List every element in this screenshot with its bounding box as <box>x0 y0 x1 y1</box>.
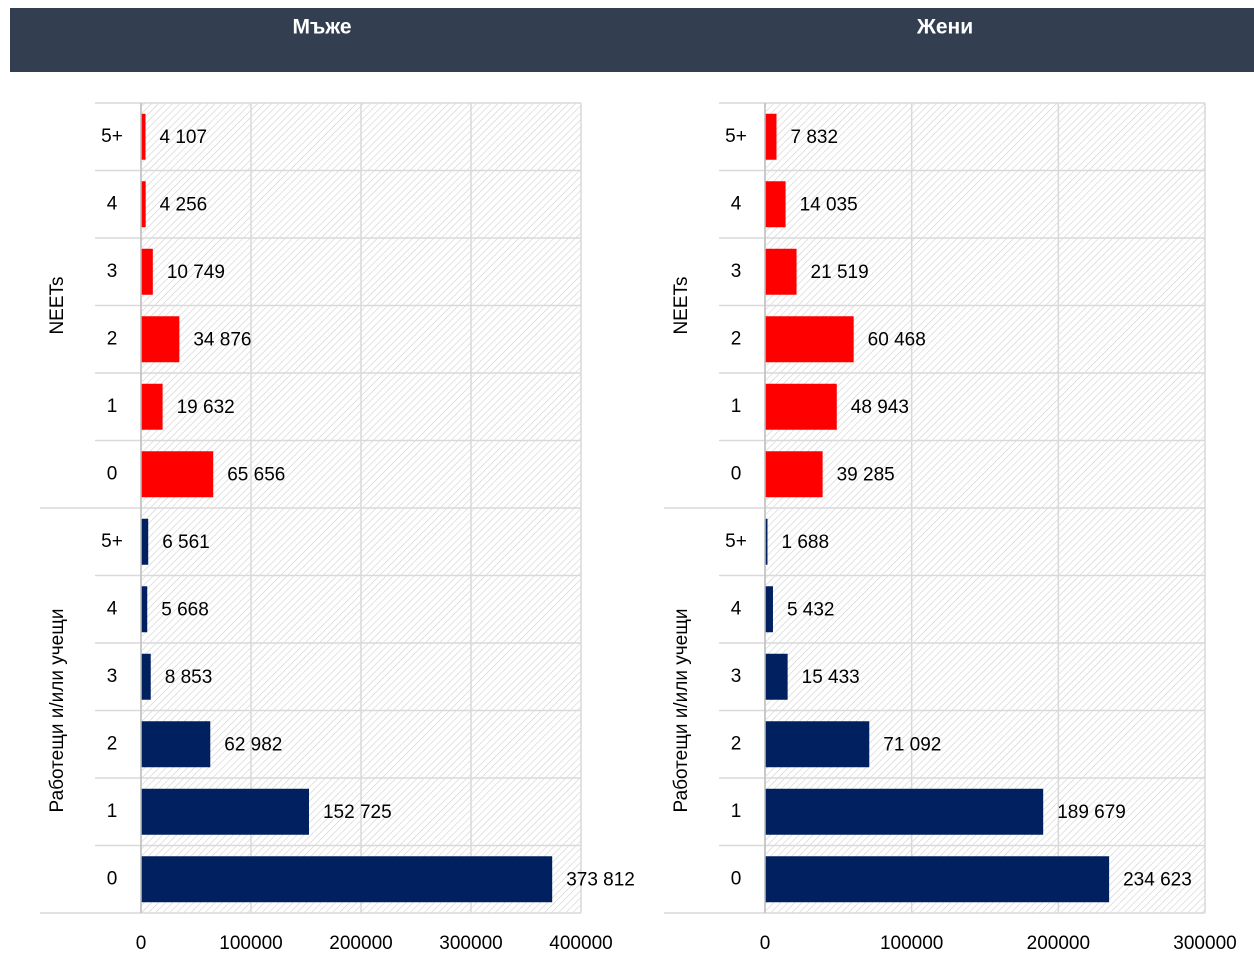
bar <box>765 653 788 700</box>
header-band <box>10 8 1254 72</box>
bar <box>141 788 309 835</box>
value-label: 48 943 <box>851 397 909 418</box>
chart-title: Мъже <box>292 16 351 39</box>
y-tick-label: 1 <box>107 801 118 822</box>
bar <box>141 856 553 903</box>
bar <box>765 181 786 228</box>
value-label: 4 256 <box>160 194 208 215</box>
value-label: 4 107 <box>160 127 208 148</box>
bar <box>141 451 214 498</box>
y-tick-label: 0 <box>731 868 742 889</box>
bar <box>141 248 153 295</box>
x-tick-label: 0 <box>760 933 771 954</box>
y-tick-label: 0 <box>731 463 742 484</box>
value-label: 5 432 <box>787 599 835 620</box>
value-label: 19 632 <box>177 397 235 418</box>
y-tick-label: 3 <box>731 666 742 687</box>
bar <box>141 383 163 430</box>
y-tick-label: 2 <box>107 733 118 754</box>
value-label: 60 468 <box>868 329 926 350</box>
value-label: 5 668 <box>161 599 209 620</box>
group-label: NEETs <box>47 276 68 334</box>
value-label: 189 679 <box>1057 802 1126 823</box>
chart-title: Жени <box>916 16 973 39</box>
y-tick-label: 1 <box>731 396 742 417</box>
y-tick-label: 1 <box>107 396 118 417</box>
value-label: 14 035 <box>800 194 858 215</box>
bar <box>765 383 837 430</box>
x-tick-label: 400000 <box>549 933 612 954</box>
y-tick-label: 4 <box>731 193 742 214</box>
y-tick-label: 4 <box>107 193 118 214</box>
bar <box>765 788 1044 835</box>
x-tick-label: 200000 <box>1027 933 1090 954</box>
y-tick-label: 2 <box>731 328 742 349</box>
y-tick-label: 3 <box>107 261 118 282</box>
y-tick-label: 5+ <box>101 531 123 552</box>
y-tick-label: 5+ <box>725 126 747 147</box>
x-tick-label: 300000 <box>439 933 502 954</box>
value-label: 152 725 <box>323 802 392 823</box>
value-label: 6 561 <box>162 532 210 553</box>
group-label: Работещи и/или учещи <box>671 609 692 813</box>
value-label: 21 519 <box>811 262 869 283</box>
y-tick-label: 0 <box>107 463 118 484</box>
x-tick-label: 100000 <box>219 933 282 954</box>
value-label: 15 433 <box>802 667 860 688</box>
value-label: 1 688 <box>781 532 829 553</box>
value-label: 34 876 <box>193 329 251 350</box>
bar <box>141 721 211 768</box>
value-label: 8 853 <box>165 667 213 688</box>
bar <box>765 113 777 160</box>
group-label: NEETs <box>671 276 692 334</box>
value-label: 65 656 <box>227 464 285 485</box>
bar <box>141 316 180 363</box>
bar <box>141 113 146 160</box>
value-label: 39 285 <box>837 464 895 485</box>
y-tick-label: 5+ <box>101 126 123 147</box>
y-tick-label: 5+ <box>725 531 747 552</box>
bar <box>765 451 823 498</box>
y-tick-label: 1 <box>731 801 742 822</box>
x-tick-label: 200000 <box>329 933 392 954</box>
y-tick-label: 4 <box>731 598 742 619</box>
bar <box>141 518 149 565</box>
bar <box>765 316 854 363</box>
y-tick-label: 0 <box>107 868 118 889</box>
bar <box>765 721 870 768</box>
bar <box>765 518 768 565</box>
x-tick-label: 100000 <box>880 933 943 954</box>
bar <box>765 248 797 295</box>
bar <box>765 586 773 633</box>
y-tick-label: 2 <box>731 733 742 754</box>
bar <box>765 856 1110 903</box>
y-tick-label: 3 <box>107 666 118 687</box>
value-label: 62 982 <box>224 734 282 755</box>
group-label: Работещи и/или учещи <box>47 609 68 813</box>
y-tick-label: 2 <box>107 328 118 349</box>
value-label: 10 749 <box>167 262 225 283</box>
bar <box>141 653 151 700</box>
x-tick-label: 300000 <box>1173 933 1236 954</box>
value-label: 234 623 <box>1123 869 1192 890</box>
x-tick-label: 0 <box>136 933 147 954</box>
y-tick-label: 4 <box>107 598 118 619</box>
y-tick-label: 3 <box>731 261 742 282</box>
value-label: 7 832 <box>790 127 838 148</box>
value-label: 373 812 <box>566 869 635 890</box>
value-label: 71 092 <box>883 734 941 755</box>
bar <box>141 586 148 633</box>
bar <box>141 181 146 228</box>
